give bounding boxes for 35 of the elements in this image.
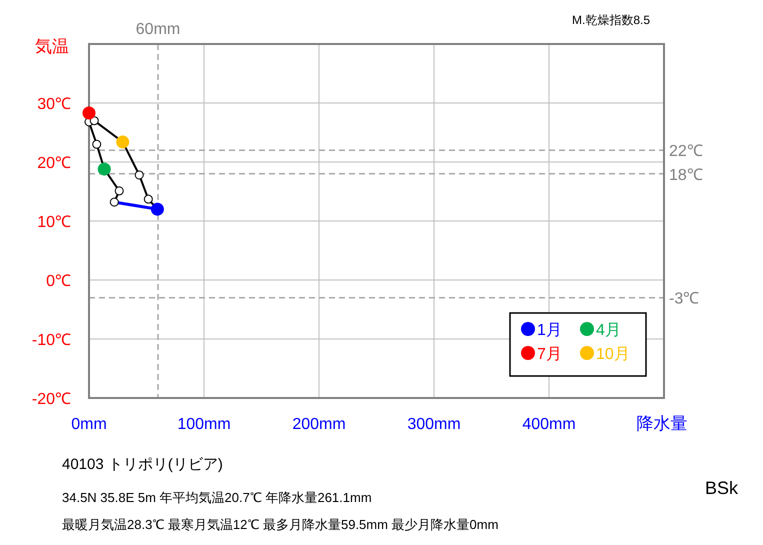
- point: [116, 135, 130, 148]
- y-tick-label: 0℃: [46, 273, 71, 290]
- y-axis-title: 気温: [35, 37, 69, 56]
- point: [134, 170, 144, 180]
- legend-label: 10月: [596, 346, 630, 363]
- ref-line-label: -3℃: [669, 290, 700, 308]
- x-tick-label: 200mm: [292, 416, 346, 433]
- y-tick-label: 30℃: [37, 96, 71, 113]
- ref-line-label: 60mm: [136, 21, 180, 38]
- x-tick-label: 100mm: [177, 416, 231, 433]
- x-tick-label: 300mm: [407, 416, 461, 433]
- x-tick-label: 400mm: [522, 416, 576, 433]
- point: [114, 186, 124, 196]
- x-tick-label: 0mm: [71, 416, 107, 433]
- ref-line-label: 18℃: [669, 166, 703, 184]
- text: 最暖月気温28.3℃ 最寒月気温12℃ 最多月降水量59.5mm 最少月降水量0mm: [62, 517, 498, 532]
- point: [144, 194, 153, 204]
- point: [82, 106, 96, 120]
- legend-label: 1月: [537, 322, 562, 339]
- ref-line-label: 22℃: [669, 143, 703, 160]
- point: [150, 202, 164, 216]
- y-tick-label: 10℃: [37, 214, 71, 231]
- point: [98, 162, 111, 176]
- text: BSk: [705, 478, 740, 498]
- x-axis-title: 降水量: [636, 414, 688, 433]
- y-tick-label: -20℃: [32, 391, 71, 408]
- y-tick-label: -10℃: [32, 332, 71, 349]
- legend-label: 7月: [537, 346, 562, 363]
- legend-label: 4月: [596, 322, 621, 339]
- text: 40103 トリポリ(リビア): [62, 456, 223, 473]
- point: [92, 140, 102, 149]
- point: [110, 198, 119, 207]
- text: 34.5N 35.8E 5m 年平均気温20.7℃ 年降水量261.1mm: [62, 490, 372, 505]
- text: M.乾燥指数8.5: [572, 13, 650, 27]
- y-tick-label: 20℃: [37, 155, 71, 172]
